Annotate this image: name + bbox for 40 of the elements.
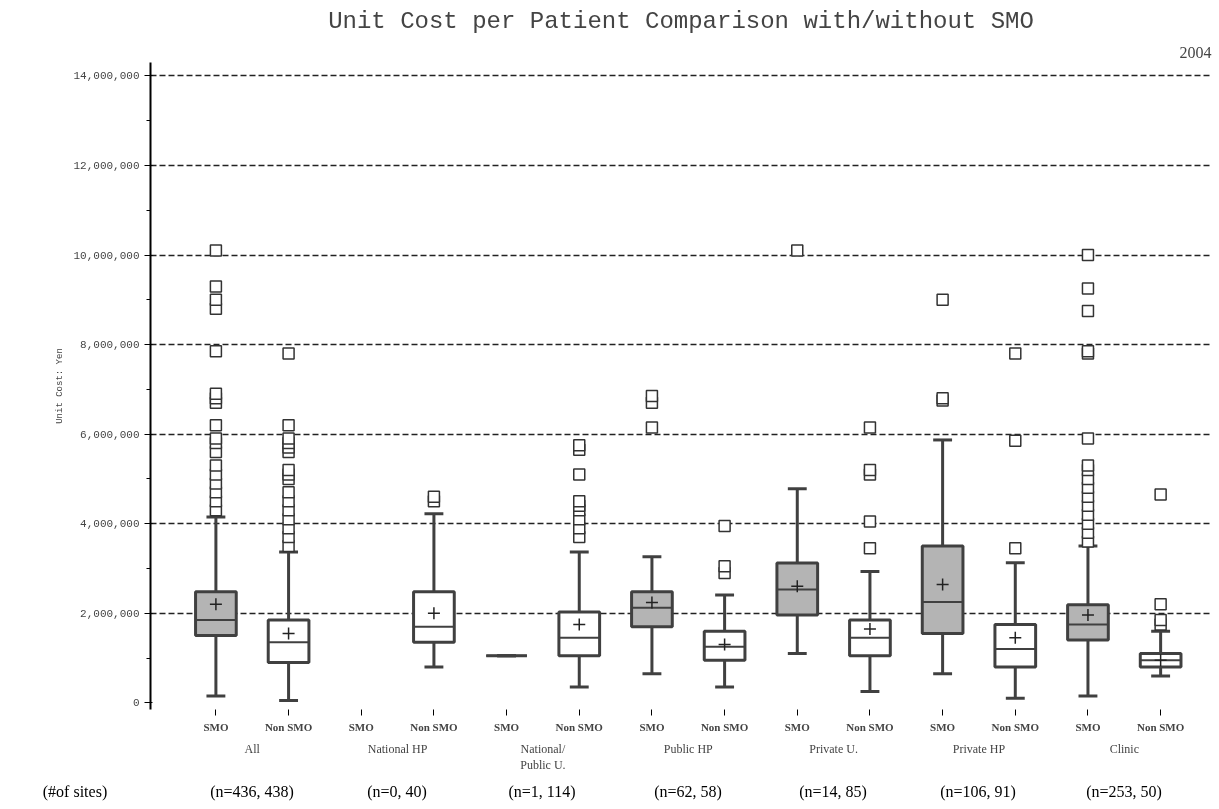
- text: 2004: [1179, 43, 1212, 61]
- x-tick-label: Non SMO: [700, 720, 749, 733]
- chart-title: Unit Cost per Patient Comparison with/without SMO: [328, 7, 1034, 35]
- text: (n=62, 58): [654, 782, 722, 803]
- text: All: [244, 741, 261, 756]
- x-tick-label: Non SMO: [410, 720, 459, 733]
- text: (n=436, 438): [210, 782, 294, 803]
- x-tick-label: Non SMO: [555, 720, 604, 733]
- y-tick-label: 8,000,000: [80, 339, 140, 352]
- x-tick-label: SMO: [203, 720, 229, 733]
- y-tick-label: 4,000,000: [80, 518, 140, 531]
- text: (n=1, 114): [508, 782, 576, 802]
- y-tick-label: 12,000,000: [73, 159, 140, 172]
- text: (n=14, 85): [799, 782, 867, 803]
- y-tick-label: 14,000,000: [73, 70, 140, 83]
- x-tick-label: SMO: [1075, 720, 1101, 733]
- x-tick-label: Non SMO: [991, 720, 1040, 733]
- text: National HP: [367, 741, 428, 756]
- y-tick-label: 2,000,000: [80, 607, 140, 620]
- text: National/ Public U.: [520, 741, 566, 773]
- text: Private U.: [809, 741, 858, 756]
- y-tick-label: 10,000,000: [73, 249, 140, 262]
- x-tick-label: Non SMO: [1136, 720, 1185, 733]
- x-tick-label: Non SMO: [846, 720, 895, 733]
- y-axis-title: Unit Cost: Yen: [55, 348, 66, 424]
- x-tick-label: Non SMO: [264, 720, 313, 733]
- x-tick-label: SMO: [348, 720, 375, 733]
- text: Clinic: [1109, 741, 1139, 756]
- text: (n=106, 91): [940, 782, 1016, 803]
- text: (n=0, 40): [367, 782, 427, 803]
- text: Public HP: [663, 741, 714, 756]
- x-tick-label: SMO: [930, 720, 956, 733]
- x-tick-label: SMO: [639, 720, 665, 733]
- text: (#of sites): [42, 782, 108, 803]
- text: Private HP: [952, 741, 1006, 756]
- x-tick-label: SMO: [784, 720, 811, 733]
- text: (n=253, 50): [1086, 782, 1162, 803]
- x-tick-label: SMO: [494, 720, 520, 733]
- y-tick-label: 6,000,000: [80, 428, 140, 441]
- y-tick-label: 0: [132, 697, 140, 710]
